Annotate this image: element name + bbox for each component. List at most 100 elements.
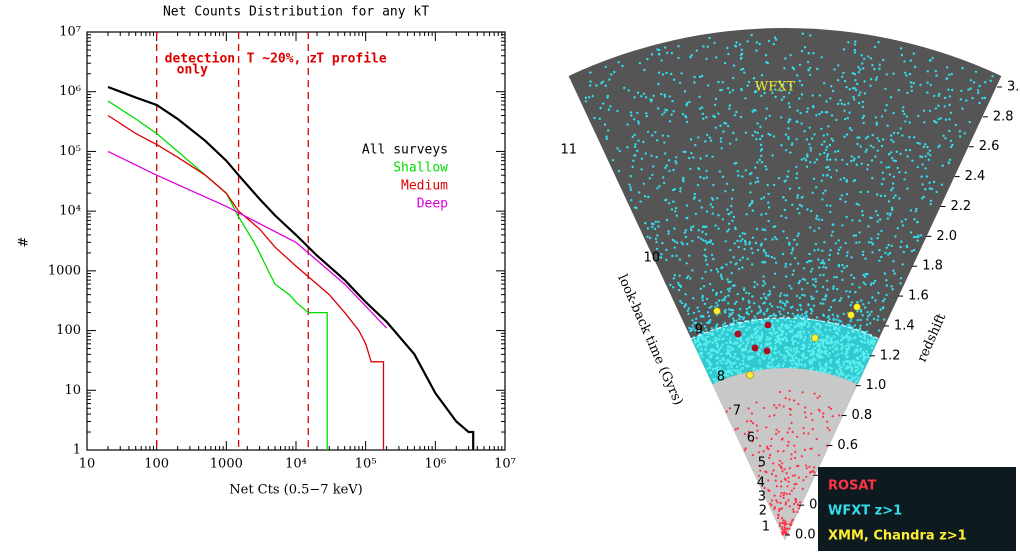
galaxy-dot [717,80,720,84]
galaxy-dot [721,175,725,178]
galaxy-dot [858,349,862,352]
galaxy-dot [811,191,814,194]
galaxy-dot [731,308,735,312]
galaxy-dot [782,494,785,497]
galaxy-dot [674,160,677,163]
galaxy-dot [811,309,814,312]
galaxy-dot [795,351,798,355]
galaxy-dot [819,274,822,277]
galaxy-dot [833,68,836,71]
galaxy-dot [726,46,729,50]
galaxy-dot [828,253,831,257]
galaxy-dot [867,315,870,318]
galaxy-dot [904,218,907,221]
galaxy-dot [843,177,846,180]
galaxy-dot [777,338,780,342]
galaxy-dot [804,356,808,360]
galaxy-dot [774,475,778,478]
galaxy-dot [618,149,621,153]
redshift-tick-label: 1.4 [894,318,915,333]
galaxy-dot [792,347,795,350]
galaxy-dot [781,526,784,529]
galaxy-dot [846,355,849,358]
galaxy-dot [728,142,732,145]
cone-title: WFXT [755,80,796,95]
galaxy-dot [685,262,688,265]
galaxy-dot [671,254,674,258]
galaxy-dot [718,334,722,338]
galaxy-dot [711,242,714,246]
galaxy-dot [790,287,793,290]
galaxy-dot [799,111,802,115]
galaxy-dot [678,81,682,85]
galaxy-dot [809,34,812,37]
galaxy-dot [959,98,962,101]
galaxy-dot [793,334,796,337]
galaxy-dot [729,361,733,364]
galaxy-dot [750,247,753,250]
galaxy-dot [666,51,669,55]
galaxy-dot [937,145,940,149]
galaxy-dot [774,479,777,482]
galaxy-dot [759,125,762,128]
galaxy-dot [720,361,723,365]
galaxy-dot [829,342,832,345]
galaxy-dot [657,220,660,224]
galaxy-dot [820,127,823,130]
galaxy-dot [765,471,768,474]
galaxy-dot [753,367,756,370]
galaxy-dot [739,115,743,119]
galaxy-dot [808,143,811,146]
galaxy-dot [821,340,824,343]
galaxy-dot [842,373,845,377]
galaxy-dot [630,114,633,117]
galaxy-dot [719,359,722,362]
galaxy-dot [822,412,825,415]
galaxy-dot [813,471,816,474]
galaxy-dot [729,355,733,358]
galaxy-dot [827,165,830,169]
galaxy-dot [854,40,857,43]
galaxy-dot [789,151,792,154]
galaxy-dot [740,88,743,92]
galaxy-dot [755,49,758,52]
galaxy-dot [921,163,924,166]
galaxy-dot [810,412,813,415]
galaxy-dot [767,219,770,223]
galaxy-dot [763,91,766,95]
galaxy-dot [838,414,841,417]
galaxy-dot [784,521,787,525]
galaxy-dot [926,81,929,84]
galaxy-dot [918,142,921,145]
galaxy-dot [722,337,726,340]
galaxy-dot [879,194,883,198]
galaxy-dot [836,348,839,352]
galaxy-dot [726,359,729,362]
galaxy-dot [798,296,802,300]
galaxy-dot [855,202,858,205]
galaxy-dot [722,327,726,331]
galaxy-dot [721,81,724,84]
galaxy-dot [762,312,765,315]
lookback-tick-label: 2 [759,504,767,519]
galaxy-dot [701,299,704,302]
galaxy-dot [772,135,776,138]
galaxy-dot [798,79,801,83]
galaxy-dot [928,149,932,152]
galaxy-dot [857,71,861,74]
galaxy-dot [859,354,862,358]
galaxy-dot [782,521,785,525]
galaxy-dot [845,163,849,166]
galaxy-dot [751,440,754,443]
galaxy-dot [685,276,688,280]
galaxy-dot [784,216,788,219]
galaxy-dot [785,300,788,303]
galaxy-dot [726,350,730,354]
galaxy-dot [863,57,866,60]
galaxy-dot [657,71,661,74]
galaxy-dot [842,71,845,75]
galaxy-dot [683,90,687,93]
galaxy-dot [878,63,881,66]
galaxy-dot [794,362,797,365]
series-line [107,150,388,329]
